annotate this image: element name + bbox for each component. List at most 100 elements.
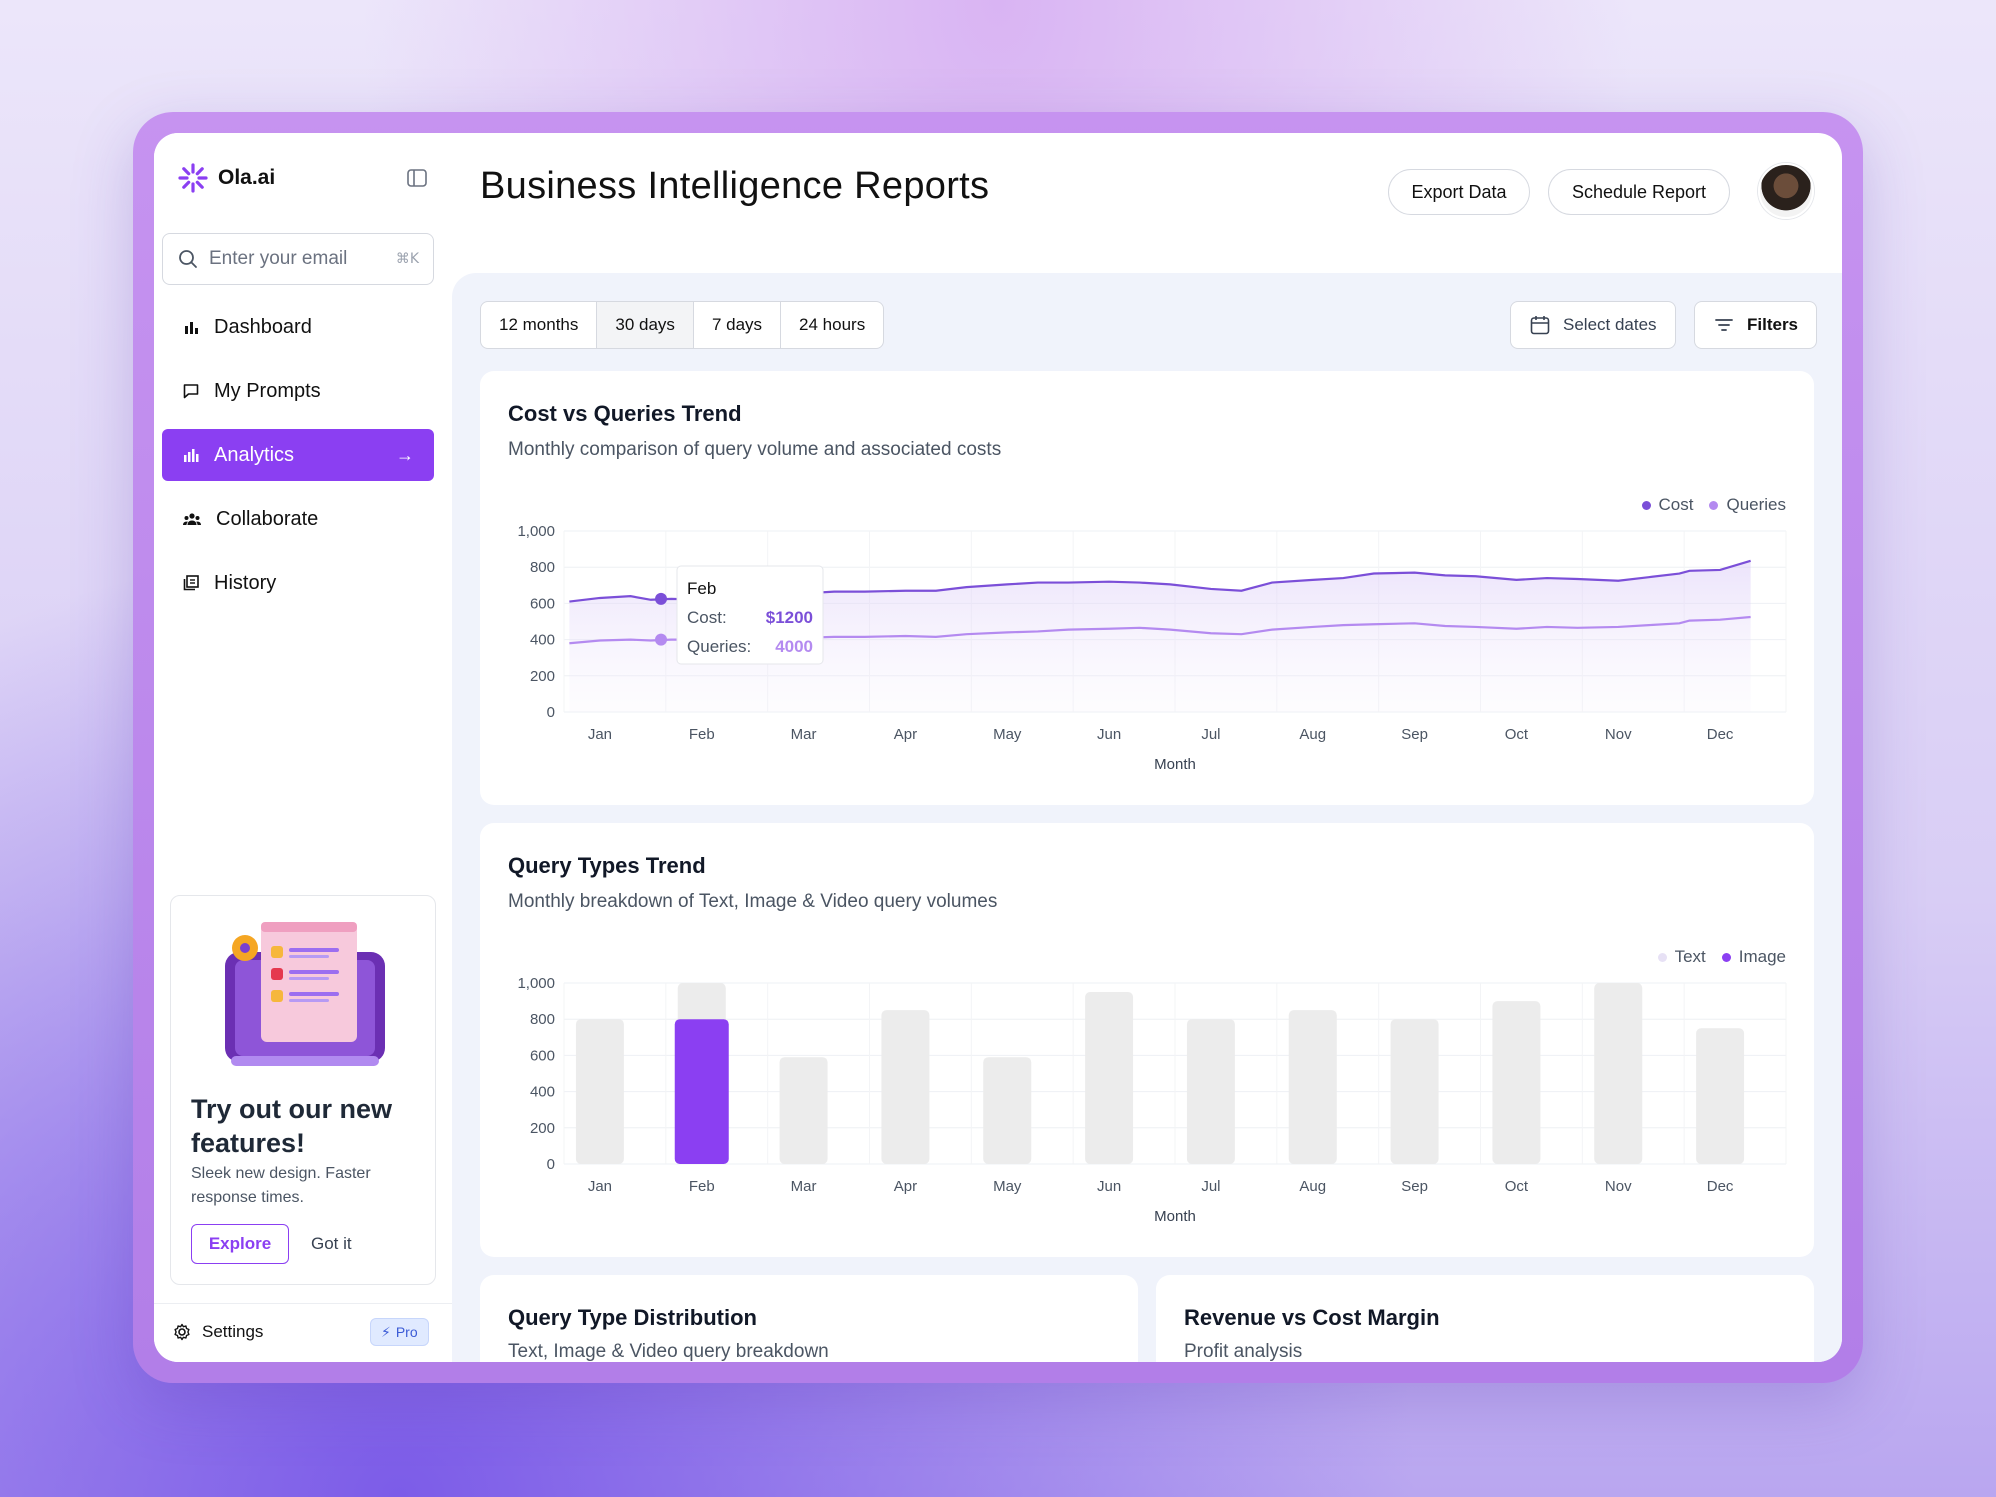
chart-legend: Cost Queries <box>1641 495 1786 515</box>
x-tick-label: Jul <box>1201 726 1220 743</box>
y-tick-label: 600 <box>530 1047 555 1064</box>
tooltip-point-cost <box>655 592 668 605</box>
y-tick-label: 200 <box>530 1120 555 1137</box>
sidebar-collapse-icon[interactable] <box>406 167 428 189</box>
promo-illustration <box>225 922 385 1066</box>
y-tick-label: 0 <box>547 1156 555 1173</box>
search-input[interactable]: Enter your email ⌘K <box>162 233 434 285</box>
explore-button[interactable]: Explore <box>191 1224 289 1264</box>
settings-label: Settings <box>202 1322 264 1341</box>
x-tick-label: Feb <box>689 726 715 743</box>
select-dates-label: Select dates <box>1563 315 1657 334</box>
bar-text-aug <box>1288 1010 1337 1164</box>
logo[interactable]: Ola.ai <box>178 163 275 193</box>
avatar[interactable] <box>1758 163 1814 219</box>
sidebar-item-collaborate[interactable]: Collaborate <box>162 493 434 545</box>
select-dates-button[interactable]: Select dates <box>1510 301 1676 349</box>
search-icon <box>179 250 197 268</box>
range-12-months[interactable]: 12 months <box>481 302 598 348</box>
sidebar-item-analytics[interactable]: Analytics → <box>162 429 434 481</box>
x-tick-label: Jun <box>1097 1178 1121 1195</box>
message-icon <box>183 384 199 399</box>
legend-item-cost[interactable]: Cost <box>1641 495 1694 515</box>
x-tick-label: Nov <box>1605 726 1632 743</box>
tooltip-queries-value: 4000 <box>775 637 813 656</box>
legend-item-text[interactable]: Text <box>1657 947 1706 967</box>
pro-badge[interactable]: ⚡ Pro <box>370 1318 429 1346</box>
series-area-cost <box>569 560 1751 712</box>
bar-text-dec <box>1696 1028 1745 1164</box>
y-tick-label: 1,000 <box>517 523 555 540</box>
y-tick-label: 200 <box>530 668 555 685</box>
legend-dot <box>1709 500 1719 510</box>
tooltip-cost-label: Cost: <box>687 608 727 627</box>
tooltip-queries-label: Queries: <box>687 637 751 656</box>
x-tick-label: Jan <box>588 1178 612 1195</box>
analytics-icon <box>184 449 199 462</box>
legend-dot <box>1641 500 1651 510</box>
query-types-card: Query Types Trend Monthly breakdown of T… <box>480 823 1814 1257</box>
search-placeholder: Enter your email <box>209 248 348 269</box>
sidebar-item-history[interactable]: History <box>162 557 434 609</box>
sidebar-item-label: Dashboard <box>214 315 312 338</box>
x-tick-label: Mar <box>791 726 817 743</box>
tooltip-point-queries <box>655 633 668 646</box>
settings-button[interactable]: Settings <box>172 1322 263 1342</box>
chart-legend: Text Image <box>1657 947 1786 967</box>
bar-image-feb <box>674 1019 729 1164</box>
arrow-right-icon: → <box>396 444 414 465</box>
x-tick-label: Sep <box>1401 726 1428 743</box>
chart-tooltip: Feb Cost: $1200 Queries: 4000 <box>676 565 824 665</box>
y-tick-label: 600 <box>530 595 555 612</box>
bar-text-jun <box>1085 992 1134 1164</box>
search-shortcut: ⌘K <box>395 251 419 267</box>
legend-label: Image <box>1738 947 1786 966</box>
sidebar-item-my-prompts[interactable]: My Prompts <box>162 365 434 417</box>
bar-text-apr <box>881 1010 930 1164</box>
bar-text-jul <box>1186 1019 1235 1164</box>
history-icon <box>183 575 199 591</box>
lightning-icon: ⚡ <box>381 1323 391 1340</box>
logo-text: Ola.ai <box>218 166 276 189</box>
sidebar-item-label: Analytics <box>214 443 295 466</box>
sidebar-item-label: History <box>214 571 277 594</box>
x-tick-label: Apr <box>894 1178 917 1195</box>
ola-logo-icon <box>178 163 208 193</box>
export-data-button[interactable]: Export Data <box>1388 169 1530 215</box>
x-tick-label: Aug <box>1299 726 1326 743</box>
got-it-button[interactable]: Got it <box>311 1234 352 1253</box>
pro-label: Pro <box>395 1324 418 1340</box>
query-distribution-card: Query Type Distribution Text, Image & Vi… <box>480 1275 1138 1362</box>
bar-chart: 0 200 400 600 800 1,000 Jan Feb Mar Apr May Jun Jul A… <box>517 975 1787 1225</box>
card-subtitle: Monthly breakdown of Text, Image & Video… <box>508 891 998 912</box>
legend-label: Cost <box>1658 495 1694 514</box>
x-tick-label: Apr <box>894 726 917 743</box>
gear-icon <box>174 1323 190 1341</box>
time-range-selector: 12 months 30 days 7 days 24 hours <box>480 301 885 349</box>
sidebar-item-label: Collaborate <box>216 507 319 530</box>
schedule-report-button[interactable]: Schedule Report <box>1548 169 1730 215</box>
bar-text-jan <box>575 1019 624 1164</box>
legend-item-image[interactable]: Image <box>1721 947 1786 967</box>
legend-item-queries[interactable]: Queries <box>1709 495 1786 515</box>
x-tick-label: Jun <box>1097 726 1121 743</box>
card-subtitle: Profit analysis <box>1184 1341 1303 1362</box>
calendar-icon <box>1530 316 1550 335</box>
bar-text-sep <box>1390 1019 1439 1164</box>
promo-title: Try out our new features! <box>191 1094 393 1158</box>
x-tick-label: Dec <box>1707 726 1734 743</box>
sidebar-item-dashboard[interactable]: Dashboard <box>162 301 434 353</box>
x-tick-label: Oct <box>1505 1178 1529 1195</box>
x-tick-label: May <box>993 726 1022 743</box>
bar-chart-icon <box>185 322 198 334</box>
promo-text: Sleek new design. Faster response times. <box>191 1165 371 1206</box>
range-30-days[interactable]: 30 days <box>597 302 694 348</box>
filters-button[interactable]: Filters <box>1694 301 1818 349</box>
x-axis-label: Month <box>1154 1208 1196 1225</box>
card-title: Revenue vs Cost Margin <box>1184 1305 1440 1330</box>
range-7-days[interactable]: 7 days <box>694 302 782 348</box>
y-tick-label: 400 <box>530 1084 555 1101</box>
tooltip-cost-value: $1200 <box>766 608 813 627</box>
team-icon <box>183 513 201 525</box>
range-24-hours[interactable]: 24 hours <box>799 315 866 334</box>
